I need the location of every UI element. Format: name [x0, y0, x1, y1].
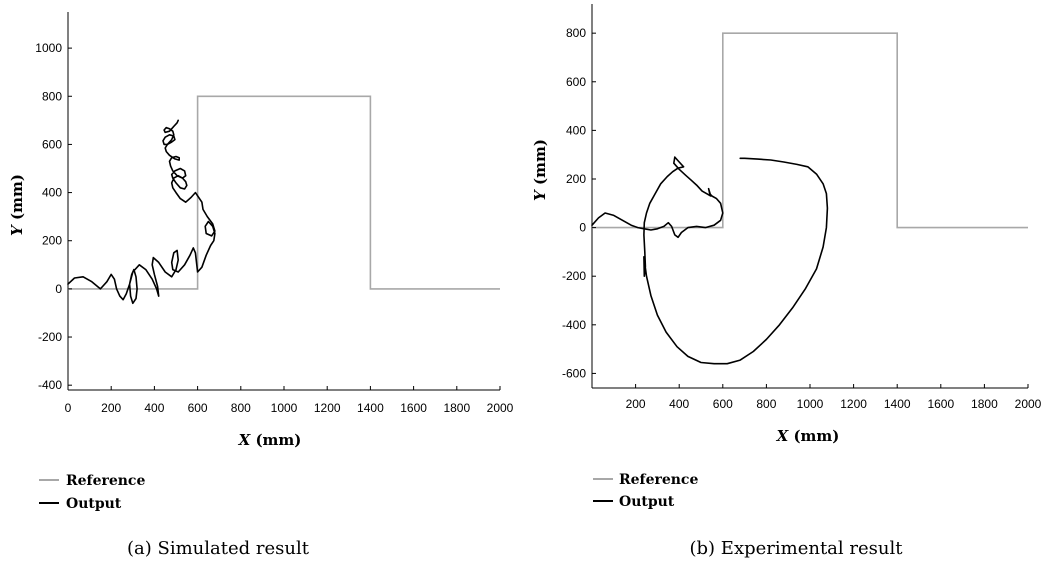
- series-reference-experimental: [592, 32, 1028, 229]
- y-tick-label: -600: [562, 366, 586, 380]
- series-reference-simulated: [68, 95, 500, 290]
- series-output-experimental: [591, 156, 829, 365]
- y-tick-label: 0: [579, 221, 586, 235]
- legend-output-label-experimental: Output: [619, 494, 675, 510]
- x-tick-label: 400: [144, 401, 164, 415]
- legend-reference-label-simulated: Reference: [66, 473, 145, 489]
- x-tick-label: 1000: [271, 401, 298, 415]
- x-tick-label: 1400: [357, 401, 384, 415]
- y-tick-label: -200: [562, 269, 586, 283]
- legend-experimental: Reference Output: [593, 472, 698, 510]
- y-tick-label: -400: [38, 378, 62, 392]
- legend-simulated: Reference Output: [39, 473, 145, 512]
- x-tick-label: 400: [669, 397, 689, 411]
- legend-reference-label-experimental: Reference: [619, 472, 698, 488]
- y-tick-label: 200: [42, 234, 62, 248]
- x-tick-label: 1800: [443, 401, 470, 415]
- x-tick-label: 2000: [1015, 397, 1042, 411]
- legend-output-label-simulated: Output: [66, 496, 122, 512]
- x-tick-label: 600: [188, 401, 208, 415]
- x-tick-label: 0: [65, 401, 72, 415]
- x-tick-label: 2000: [487, 401, 514, 415]
- x-tick-label: 1600: [927, 397, 954, 411]
- y-axis-label-simulated: Y (mm): [8, 174, 26, 236]
- x-tick-label: 1200: [840, 397, 867, 411]
- x-axis-label-simulated: X (mm): [238, 431, 302, 449]
- x-tick-label: 600: [713, 397, 733, 411]
- y-tick-label: 600: [566, 75, 586, 89]
- series-output-simulated: [67, 119, 216, 305]
- y-axis-label-experimental: Y (mm): [531, 139, 549, 201]
- y-tick-label: 0: [55, 282, 62, 296]
- x-tick-label: 1800: [971, 397, 998, 411]
- x-tick-label: 1200: [314, 401, 341, 415]
- reference-line-experimental: [592, 32, 1028, 229]
- panel-experimental: 200 400 600 800 1000 1200 1400 1600 1800 2000-600…: [531, 4, 1042, 559]
- axes-experimental: [591, 4, 1028, 389]
- x-tick-label: 200: [626, 397, 646, 411]
- panel-simulated: 0 200 400 600 800 1000 1200 1400 1600 1800 2000-40…: [8, 12, 514, 559]
- output-line-experimental: [591, 156, 829, 365]
- y-tick-label: 800: [42, 89, 62, 103]
- x-tick-label: 1600: [400, 401, 427, 415]
- caption-simulated: (a) Simulated result: [127, 538, 310, 559]
- y-tick-label: -400: [562, 318, 586, 332]
- x-axis-label-experimental: X (mm): [776, 427, 840, 445]
- x-tick-label: 800: [756, 397, 776, 411]
- y-tick-label: 400: [42, 186, 62, 200]
- y-tick-label: 400: [566, 123, 586, 137]
- x-tick-label: 1400: [884, 397, 911, 411]
- y-tick-label: 200: [566, 172, 586, 186]
- x-tick-label: 200: [101, 401, 121, 415]
- x-tick-label: 800: [231, 401, 251, 415]
- caption-experimental: (b) Experimental result: [690, 538, 904, 559]
- y-tick-label: 1000: [35, 41, 62, 55]
- reference-line-simulated: [68, 95, 500, 290]
- axes-simulated: [67, 12, 500, 391]
- ticks-experimental: 200 400 600 800 1000 1200 1400 1600 1800 2000-600…: [562, 26, 1042, 411]
- y-tick-label: 600: [42, 137, 62, 151]
- x-tick-label: 1000: [797, 397, 824, 411]
- ticks-simulated: 0 200 400 600 800 1000 1200 1400 1600 1800 2000-40…: [35, 41, 513, 415]
- y-tick-label: 800: [566, 26, 586, 40]
- y-tick-label: -200: [38, 330, 62, 344]
- output-line-simulated: [67, 119, 216, 305]
